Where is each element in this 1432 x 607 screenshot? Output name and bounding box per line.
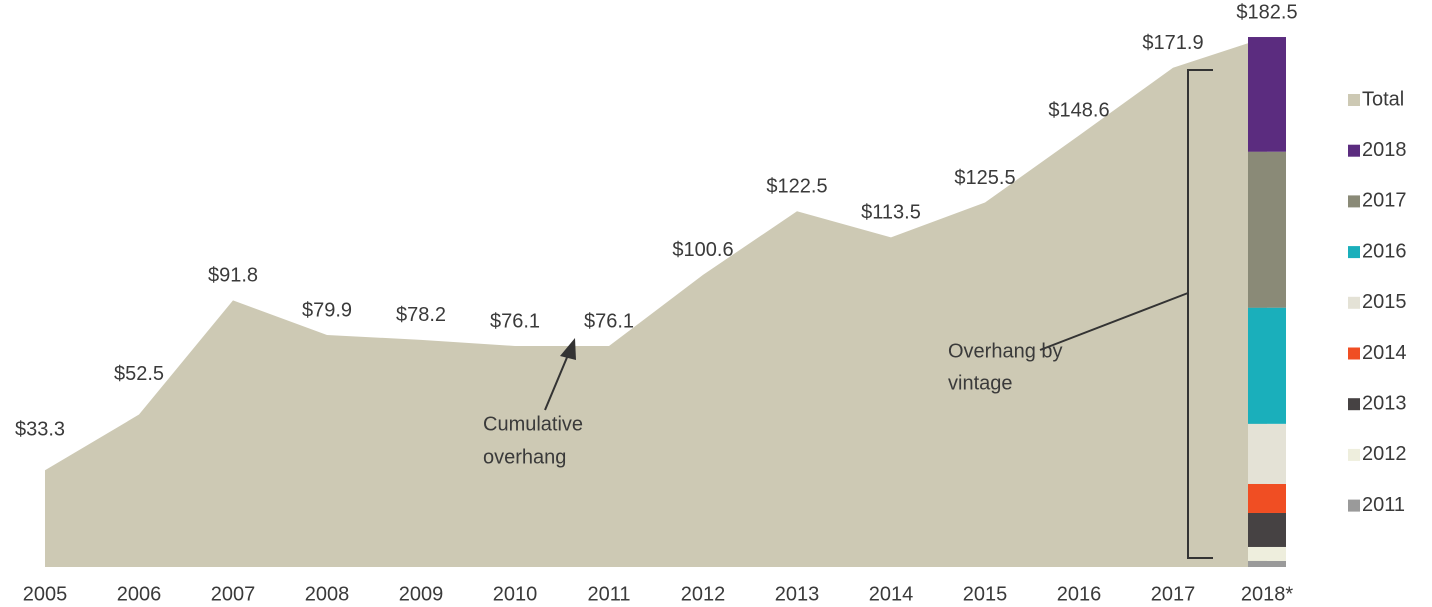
x-tick-label: 2015 [963, 583, 1008, 605]
bar-segment [1248, 546, 1286, 561]
x-tick-label: 2017 [1151, 583, 1196, 605]
legend-label: 2011 [1362, 494, 1405, 516]
annotation-line [1039, 292, 1189, 351]
value-label: $113.5 [861, 202, 921, 224]
bar-segment [1248, 423, 1286, 484]
value-label: $78.2 [396, 304, 446, 326]
legend-swatch [1348, 296, 1360, 309]
legend-label: 2013 [1362, 392, 1407, 414]
annotation: Cumulative [483, 413, 583, 435]
legend-swatch [1348, 144, 1360, 157]
legend-swatch [1348, 94, 1360, 106]
x-tick-label: 2011 [587, 583, 630, 605]
annotation-arrow [544, 354, 569, 411]
value-label: $122.5 [766, 176, 827, 198]
value-label: $182.5 [1236, 1, 1297, 23]
value-label: $33.3 [15, 419, 65, 441]
bar-segment [1248, 512, 1286, 547]
x-tick-label: 2009 [399, 583, 444, 605]
value-label: $76.1 [490, 310, 540, 332]
x-tick-label: 2014 [869, 583, 914, 605]
area [45, 37, 1267, 567]
legend-swatch [1348, 195, 1360, 208]
legend-label: Total [1362, 88, 1404, 110]
x-tick-label: 2005 [23, 583, 68, 605]
bar-segment [1248, 307, 1286, 424]
x-tick-label: 2010 [493, 583, 538, 605]
legend-label: 2016 [1362, 240, 1407, 262]
value-label: $148.6 [1048, 100, 1109, 122]
legend-label: 2012 [1362, 443, 1407, 465]
arrow-head [560, 338, 576, 360]
bracket [1187, 69, 1213, 559]
x-tick-label: 2018* [1241, 583, 1293, 605]
value-label: $125.5 [954, 167, 1015, 189]
legend-swatch [1348, 246, 1360, 259]
bar-segment [1248, 560, 1286, 567]
value-label: $91.8 [208, 265, 258, 287]
bar-segment [1248, 151, 1286, 308]
legend-swatch [1348, 448, 1360, 461]
annotation: overhang [483, 446, 566, 468]
legend-label: 2014 [1362, 342, 1407, 364]
legend-swatch [1348, 398, 1360, 411]
value-label: $76.1 [584, 310, 634, 332]
legend-label: 2018 [1362, 139, 1407, 161]
annotation: Overhang by [948, 340, 1063, 362]
legend-swatch [1348, 347, 1360, 360]
x-tick-label: 2007 [211, 583, 256, 605]
annotation: vintage [948, 372, 1013, 394]
x-tick-label: 2006 [117, 583, 162, 605]
legend-swatch [1348, 499, 1360, 512]
x-tick-label: 2012 [681, 583, 726, 605]
bar-segment [1248, 483, 1286, 513]
value-label: $100.6 [672, 239, 733, 261]
value-label: $171.9 [1142, 32, 1203, 54]
value-label: $52.5 [114, 363, 164, 385]
legend-label: 2015 [1362, 291, 1407, 313]
value-label: $79.9 [302, 299, 352, 321]
x-tick-label: 2008 [305, 583, 350, 605]
plot [45, 37, 1286, 567]
bar-segment [1248, 37, 1286, 152]
x-tick-label: 2013 [775, 583, 820, 605]
x-tick-label: 2016 [1057, 583, 1102, 605]
legend-label: 2017 [1362, 190, 1407, 212]
